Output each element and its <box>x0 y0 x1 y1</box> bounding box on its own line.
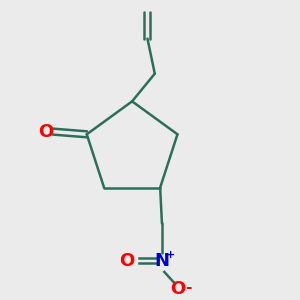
Text: N: N <box>154 252 169 270</box>
Text: -: - <box>185 280 191 295</box>
Text: +: + <box>166 250 175 260</box>
Text: O: O <box>170 280 186 298</box>
Text: O: O <box>119 252 134 270</box>
Text: O: O <box>38 123 54 141</box>
